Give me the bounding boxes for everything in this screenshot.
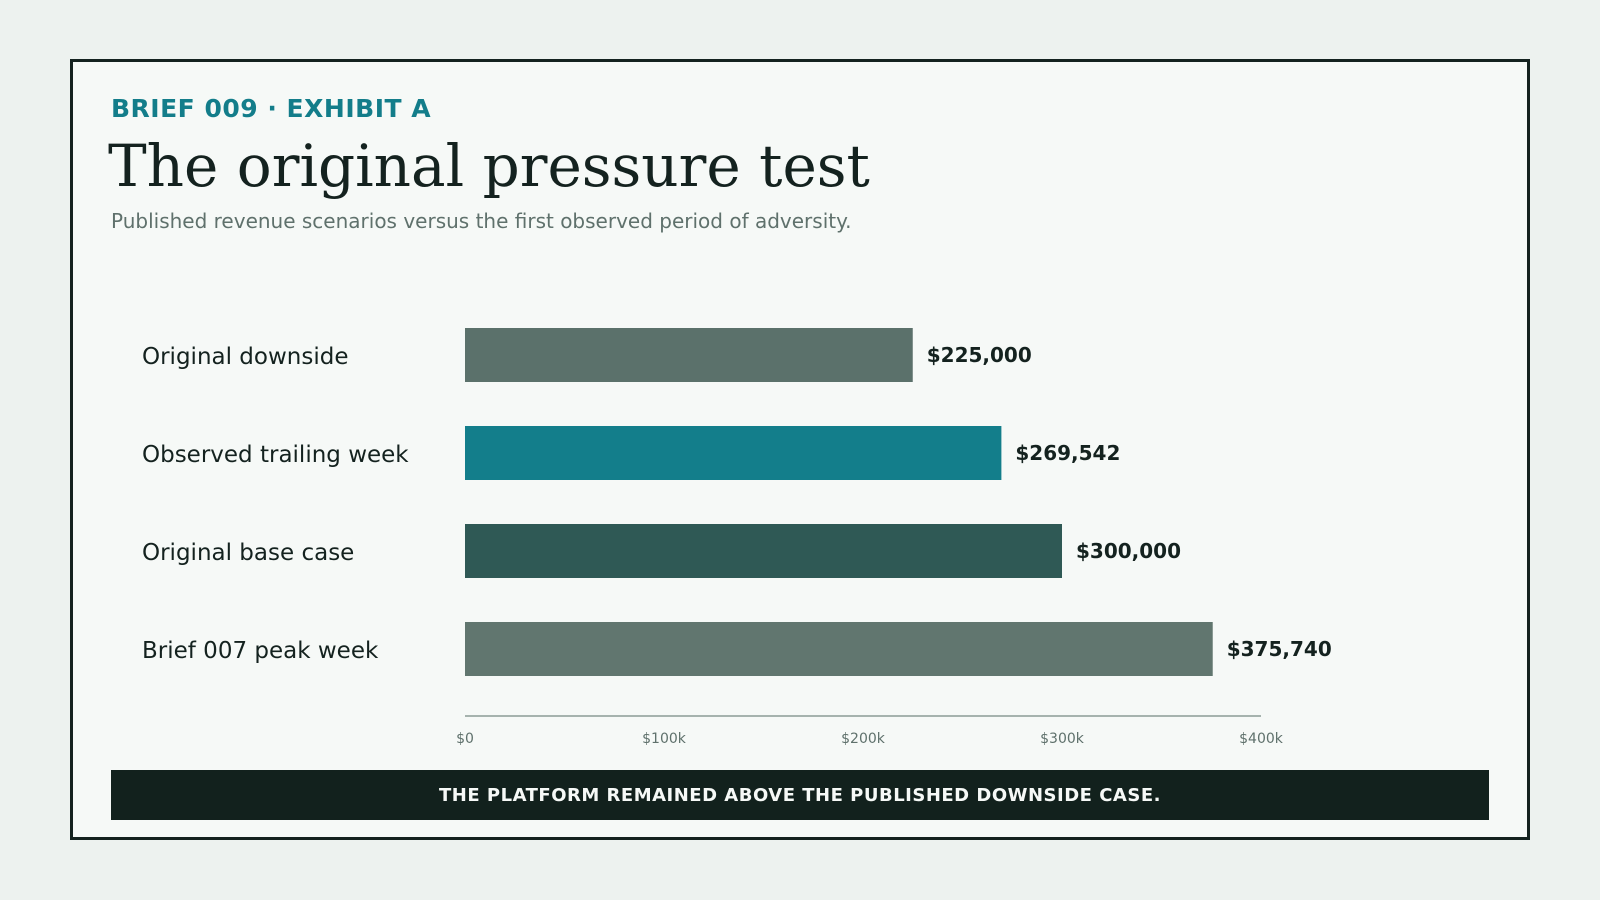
x-tick-label: $400k (1239, 731, 1284, 747)
page-title: The original pressure test (108, 132, 870, 200)
value-label: $225,000 (927, 343, 1032, 367)
x-tick-label: $200k (841, 731, 886, 747)
bar (465, 328, 913, 382)
bar (465, 622, 1213, 676)
bar (465, 426, 1002, 480)
bar (465, 524, 1062, 578)
category-label: Original downside (142, 344, 349, 370)
value-label: $300,000 (1076, 539, 1181, 563)
category-label: Brief 007 peak week (142, 638, 379, 664)
exhibit-eyebrow: BRIEF 009 · EXHIBIT A (111, 94, 432, 123)
category-label: Original base case (142, 540, 354, 566)
x-tick-label: $100k (642, 731, 687, 747)
x-tick-label: $0 (456, 731, 474, 747)
value-label: $269,542 (1015, 441, 1120, 465)
value-label: $375,740 (1227, 637, 1332, 661)
bar-chart: Original downside $225,000 Observed traili… (142, 328, 1332, 747)
exhibit-card: BRIEF 009 · EXHIBIT A The original press… (70, 59, 1530, 840)
category-label: Observed trailing week (142, 442, 409, 468)
page-subtitle: Published revenue scenarios versus the f… (111, 209, 852, 233)
conclusion-banner: THE PLATFORM REMAINED ABOVE THE PUBLISHE… (111, 770, 1489, 820)
x-tick-label: $300k (1040, 731, 1085, 747)
